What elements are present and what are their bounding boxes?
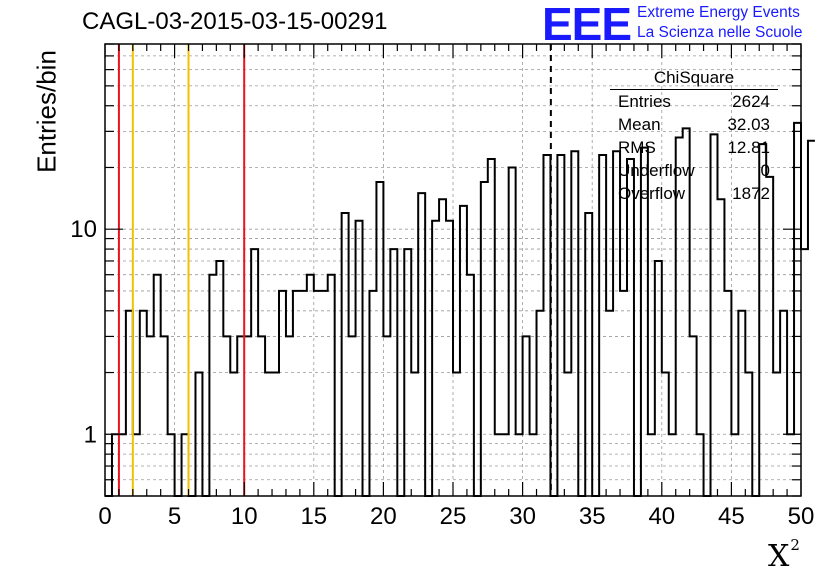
stats-divider (610, 89, 778, 90)
y-axis-label: Entries/bin (31, 50, 62, 173)
histogram-bin (557, 155, 564, 496)
stats-value: 12.81 (727, 138, 770, 157)
histogram-bin (467, 275, 474, 496)
stats-key: Overflow (618, 184, 686, 203)
histogram-bin (509, 167, 516, 496)
histogram-bin (585, 213, 592, 496)
stats-row-entries: Entries 2624 (618, 92, 770, 114)
stats-value: 0 (760, 161, 770, 180)
stats-row-rms: RMS 12.81 (618, 138, 770, 160)
x-axis-label: X2 (768, 536, 800, 574)
histogram-bin (627, 159, 634, 496)
histogram-bin (606, 311, 613, 496)
stats-key: RMS (618, 138, 656, 157)
stats-key: Underflow (618, 161, 695, 180)
stats-row-mean: Mean 32.03 (618, 115, 770, 137)
histogram-bin (543, 155, 550, 496)
histogram-bin (209, 275, 216, 496)
histogram-bin (383, 336, 390, 496)
reference-lines (117, 44, 552, 496)
histogram-bin (244, 336, 251, 496)
x-tick-label: 15 (300, 503, 327, 530)
run-title: CAGL-03-2015-03-15-00291 (82, 8, 388, 35)
histogram-bin (446, 221, 453, 496)
stats-row-overflow: Overflow 1872 (618, 184, 770, 206)
histogram-bin (655, 261, 662, 496)
y-tick-label: 1 (84, 421, 97, 448)
histogram-bin (571, 151, 578, 496)
stats-box: ChiSquare Entries 2624 Mean 32.03 RMS 12… (610, 66, 778, 206)
histogram-bin (300, 291, 307, 496)
stats-row-underflow: Underflow 0 (618, 161, 770, 183)
histogram-bin (258, 336, 265, 496)
histogram-bin (801, 249, 808, 496)
histogram-bin (599, 155, 606, 496)
histogram-bin (717, 199, 724, 496)
histogram-step-line (105, 121, 815, 497)
histogram-bin (432, 221, 439, 496)
x-tick-label: 35 (579, 503, 606, 530)
histogram-bin (328, 275, 335, 496)
histogram-bin (537, 311, 544, 496)
histogram-bin (307, 275, 314, 496)
histogram-bin (724, 291, 731, 496)
x-tick-label: 45 (718, 503, 745, 530)
x-tick-label: 20 (370, 503, 397, 530)
histogram-bin (286, 336, 293, 496)
logo-line-1: Extreme Energy Events (637, 4, 800, 21)
histogram-bin (620, 291, 627, 496)
histogram-bin (154, 275, 161, 496)
histogram-bin (293, 291, 300, 496)
x-tick-label: 40 (648, 503, 675, 530)
stats-key: Entries (618, 92, 671, 111)
histogram-bin (147, 336, 154, 496)
histogram-bin (237, 336, 244, 496)
logo-caption: Extreme Energy Events La Scienza nelle S… (637, 3, 802, 43)
histogram-bin (369, 291, 376, 496)
histogram-bin (690, 336, 697, 496)
histogram-outline (105, 121, 815, 497)
stats-title: ChiSquare (653, 68, 735, 87)
x-tick-label: 30 (509, 503, 536, 530)
x-tick-label: 10 (231, 503, 258, 530)
stats-value: 2624 (732, 92, 770, 111)
stats-key: Mean (618, 115, 661, 134)
histogram-bin (140, 311, 147, 496)
histogram-bin (126, 311, 133, 496)
histogram-bin (349, 336, 356, 496)
histogram-bin (356, 221, 363, 496)
histogram-bin (794, 123, 801, 496)
axis-ticks: 0 5 10 15 20 25 30 35 40 45 50 1 10 (70, 43, 815, 530)
histogram-bin (161, 336, 168, 496)
x-tick-label: 50 (788, 503, 815, 530)
histogram-bin (321, 291, 328, 496)
histogram-bin (738, 311, 745, 496)
stats-value: 1872 (732, 184, 770, 203)
stats-value: 32.03 (727, 115, 770, 134)
y-tick-label: 10 (70, 216, 97, 243)
histogram-bin (342, 213, 349, 496)
histogram-bin (279, 291, 286, 496)
histogram-bin (808, 141, 815, 496)
histogram-bin (523, 336, 530, 496)
histogram-bin (780, 311, 787, 496)
x-tick-label: 5 (168, 503, 181, 530)
histogram-bin (223, 336, 230, 496)
histogram-bin (314, 291, 321, 496)
histogram-bin (216, 261, 223, 496)
logo-line-2: La Scienza nelle Scuole (637, 24, 803, 41)
histogram-bin (488, 159, 495, 496)
eee-logo: EEE (542, 0, 632, 50)
x-tick-label: 0 (98, 503, 111, 530)
histogram-bin (439, 199, 446, 496)
x-tick-label: 25 (440, 503, 467, 530)
